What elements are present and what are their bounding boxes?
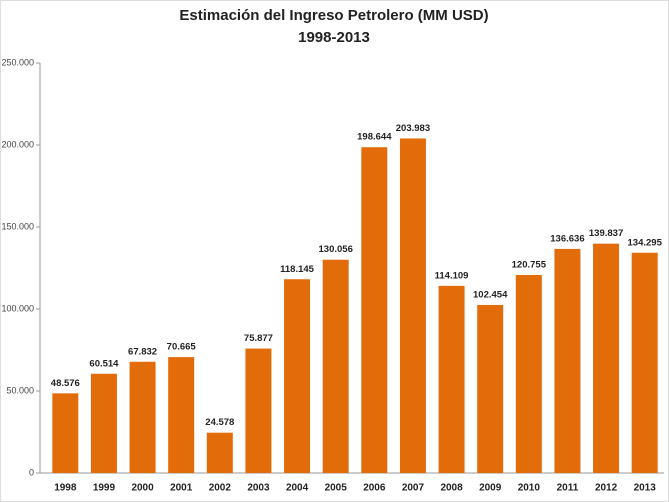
- x-tick-label: 2006: [363, 483, 386, 494]
- x-tick-label: 2007: [402, 483, 425, 494]
- value-label: 70.665: [167, 342, 197, 353]
- bar: [52, 393, 79, 473]
- value-label: 48.576: [51, 378, 80, 389]
- value-label: 134.295: [628, 237, 663, 248]
- value-label: 24.578: [205, 417, 234, 428]
- value-label: 136.636: [550, 233, 584, 244]
- value-label: 60.514: [89, 358, 119, 369]
- value-label: 203.983: [396, 123, 430, 134]
- y-tick-label: 150.000: [1, 221, 34, 231]
- x-tick-label: 2011: [557, 483, 579, 494]
- value-label: 139.837: [589, 228, 623, 239]
- bar: [168, 357, 195, 473]
- bar: [631, 252, 658, 473]
- x-tick-label: 2003: [247, 483, 270, 494]
- bar: [438, 285, 465, 473]
- value-label: 102.454: [473, 289, 508, 300]
- y-tick-label: 250.000: [1, 57, 34, 67]
- bar: [90, 373, 117, 473]
- x-tick-label: 2012: [595, 483, 618, 494]
- bar: [593, 243, 620, 473]
- bar: [477, 304, 504, 473]
- x-tick-label: 2002: [209, 483, 232, 494]
- x-tick-label: 1999: [93, 483, 116, 494]
- x-tick-label: 1998: [54, 483, 77, 494]
- x-tick-label: 2001: [170, 483, 193, 494]
- x-tick-label: 2008: [440, 483, 463, 494]
- value-label: 75.877: [244, 333, 273, 344]
- bar: [361, 147, 388, 473]
- value-label: 130.056: [319, 244, 353, 255]
- value-label: 114.109: [435, 270, 469, 281]
- x-tick-label: 2005: [325, 483, 348, 494]
- x-tick-label: 2010: [518, 483, 541, 494]
- value-label: 67.832: [128, 346, 157, 357]
- value-label: 118.145: [280, 264, 315, 275]
- bar: [399, 138, 426, 473]
- bar: [322, 259, 349, 473]
- bar: [284, 279, 311, 473]
- bar: [206, 432, 233, 473]
- x-tick-label: 2013: [634, 483, 657, 494]
- bar: [515, 274, 542, 473]
- y-tick-label: 0: [29, 467, 34, 477]
- value-label: 120.755: [512, 259, 547, 270]
- x-tick-label: 2009: [479, 483, 502, 494]
- bar: [554, 248, 581, 473]
- value-label: 198.644: [357, 132, 392, 143]
- y-tick-label: 50.000: [6, 385, 34, 395]
- bar: [129, 361, 156, 473]
- chart-subtitle: 1998-2013: [298, 29, 370, 46]
- bar: [245, 348, 272, 473]
- x-tick-label: 2004: [286, 483, 309, 494]
- chart-title: Estimación del Ingreso Petrolero (MM USD…: [179, 7, 488, 24]
- y-tick-label: 200.000: [1, 139, 34, 149]
- y-tick-label: 100.000: [1, 303, 34, 313]
- x-tick-label: 2000: [131, 483, 154, 494]
